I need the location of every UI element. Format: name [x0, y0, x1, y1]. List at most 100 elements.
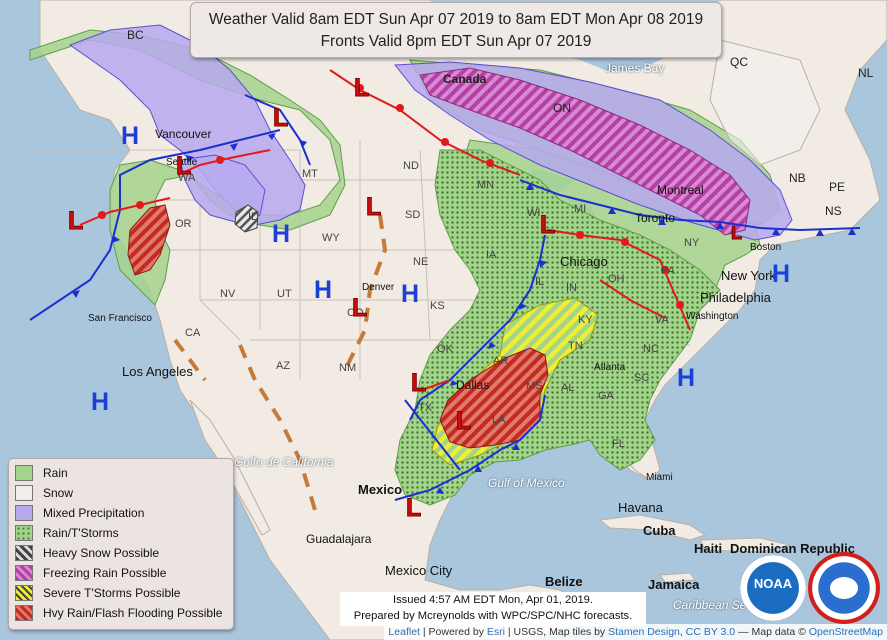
legend-swatch-flash-flooding	[15, 605, 33, 621]
state-il: IL	[535, 276, 545, 288]
legend-swatch-mixed	[15, 505, 33, 521]
legend-item: Mixed Precipitation	[15, 503, 227, 523]
heavy-snow-idaho	[234, 204, 259, 233]
warm-fronts	[79, 69, 691, 391]
forecast-valid-time: Weather Valid 8am EDT Sun Apr 07 2019 to…	[208, 11, 704, 28]
city-denver: Denver	[362, 282, 395, 293]
state-ar: AR	[493, 355, 509, 367]
prepared-by: Prepared by Mcreynolds with WPC/SPC/NHC …	[353, 610, 633, 622]
jamaica-island	[659, 572, 696, 583]
attribution-usgs: | USGS, Map tiles by	[507, 626, 606, 638]
country-jamaica: Jamaica	[648, 577, 700, 592]
city-boston: Boston	[750, 242, 782, 253]
label-canada: Canada	[443, 72, 487, 86]
warm-front-bumps	[98, 84, 684, 309]
label-nl: NL	[858, 66, 874, 80]
label-bc: BC	[127, 28, 144, 42]
label-pe: PE	[829, 180, 846, 194]
state-az: AZ	[276, 360, 291, 372]
legend-swatch-rain-tstorms	[15, 525, 33, 541]
city-dallas: Dallas	[456, 378, 490, 392]
low-pressure-canada-north: L	[353, 74, 370, 102]
low-pressure-washington: L	[175, 152, 192, 180]
state-ky: KY	[578, 314, 593, 326]
ccby-link[interactable]: CC BY 3.0	[685, 626, 736, 638]
state-wy: WY	[322, 232, 340, 244]
legend-swatch-rain	[15, 465, 33, 481]
cold-fronts	[29, 94, 861, 501]
state-oh: OH	[608, 273, 625, 285]
legend-swatch-snow	[15, 485, 33, 501]
label-james-bay: James Bay	[605, 61, 665, 75]
state-nd: ND	[403, 160, 419, 172]
city-seattle: Seattle	[166, 157, 198, 168]
legend-item: Hvy Rain/Flash Flooding Possible	[15, 603, 227, 623]
legend-swatch-heavy-snow	[15, 545, 33, 561]
city-philadelphia: Philadelphia	[700, 290, 771, 305]
map-attribution: Leaflet | Powered by Esri | USGS, Map ti…	[384, 624, 887, 640]
state-mt: MT	[302, 168, 318, 180]
osm-link[interactable]: OpenStreetMap	[808, 626, 883, 638]
legend-item: Severe T'Storms Possible	[15, 583, 227, 603]
nws-logo-text	[830, 577, 858, 599]
city-toronto: Toronto	[635, 211, 676, 225]
legend-label: Heavy Snow Possible	[43, 546, 160, 560]
stamen-link[interactable]: Stamen Design	[608, 626, 680, 638]
high-pressure-colorado: H	[314, 276, 333, 304]
city-miami: Miami	[646, 472, 673, 483]
legend-label: Snow	[43, 486, 74, 500]
state-ut: UT	[277, 288, 292, 300]
state-nc: NC	[643, 343, 659, 355]
esri-link[interactable]: Esri	[486, 626, 505, 638]
attribution-mapdata: — Map data ©	[738, 626, 806, 638]
heavy-rain-oregon	[127, 204, 171, 276]
state-ia: IA	[486, 249, 497, 261]
state-al: AL	[561, 382, 575, 394]
state-wi: WI	[527, 207, 541, 219]
legend-item: Freezing Rain Possible	[15, 563, 227, 583]
legend-label: Rain	[43, 466, 68, 480]
troughs	[173, 214, 388, 511]
state-nv: NV	[220, 288, 236, 300]
state-id: ID	[248, 211, 259, 223]
legend-label: Severe T'Storms Possible	[43, 586, 181, 600]
low-pressure-alberta: L	[272, 104, 289, 132]
state-ga: GA	[598, 390, 614, 402]
state-wa: WA	[178, 172, 196, 184]
low-pressure-great-lakes: L	[539, 211, 556, 239]
label-on: ON	[553, 101, 571, 115]
nws-logo[interactable]	[808, 552, 880, 624]
city-los-angeles: Los Angeles	[122, 364, 193, 379]
state-mi: MI	[574, 203, 587, 215]
legend-label: Rain/T'Storms	[43, 526, 119, 540]
city-mexico-city: Mexico City	[385, 563, 453, 578]
low-pressure-louisiana: L	[455, 407, 472, 435]
high-pressure-vancouver: H	[121, 122, 140, 150]
label-qc: QC	[730, 55, 748, 69]
legend-label: Mixed Precipitation	[43, 506, 145, 520]
state-tn: TN	[568, 340, 583, 352]
state-ca: CA	[185, 327, 201, 339]
noaa-logo[interactable]: NOAA	[740, 555, 806, 621]
forecast-title-box: Weather Valid 8am EDT Sun Apr 07 2019 to…	[190, 2, 722, 58]
low-pressure-colorado: L	[351, 294, 368, 322]
country-dominican-republic: Dominican Republic	[730, 541, 855, 556]
state-co: CO	[347, 307, 364, 319]
fronts-valid-time: Fronts Valid 8pm EDT Sun Apr 07 2019	[320, 33, 592, 50]
city-chicago: Chicago	[560, 254, 608, 269]
noaa-logo-text: NOAA	[753, 576, 793, 591]
map-legend: Rain Snow Mixed Precipitation Rain/T'Sto…	[8, 458, 234, 630]
city-san-francisco: San Francisco	[88, 313, 152, 324]
attribution-powered: | Powered by	[422, 626, 484, 638]
city-montreal: Montreal	[657, 183, 704, 197]
city-atlanta: Atlanta	[594, 362, 626, 373]
water-golfo-de-california: Golfo de California	[234, 455, 334, 469]
label-ns: NS	[825, 204, 842, 218]
city-washington: Washington	[686, 311, 739, 322]
state-tx: TX	[418, 402, 433, 414]
low-pressure-mexico: L	[405, 494, 422, 522]
leaflet-link[interactable]: Leaflet	[388, 626, 420, 638]
cuba-island	[598, 514, 707, 541]
country-haiti: Haiti	[694, 541, 723, 556]
freezing-rain-ontario	[419, 67, 751, 236]
